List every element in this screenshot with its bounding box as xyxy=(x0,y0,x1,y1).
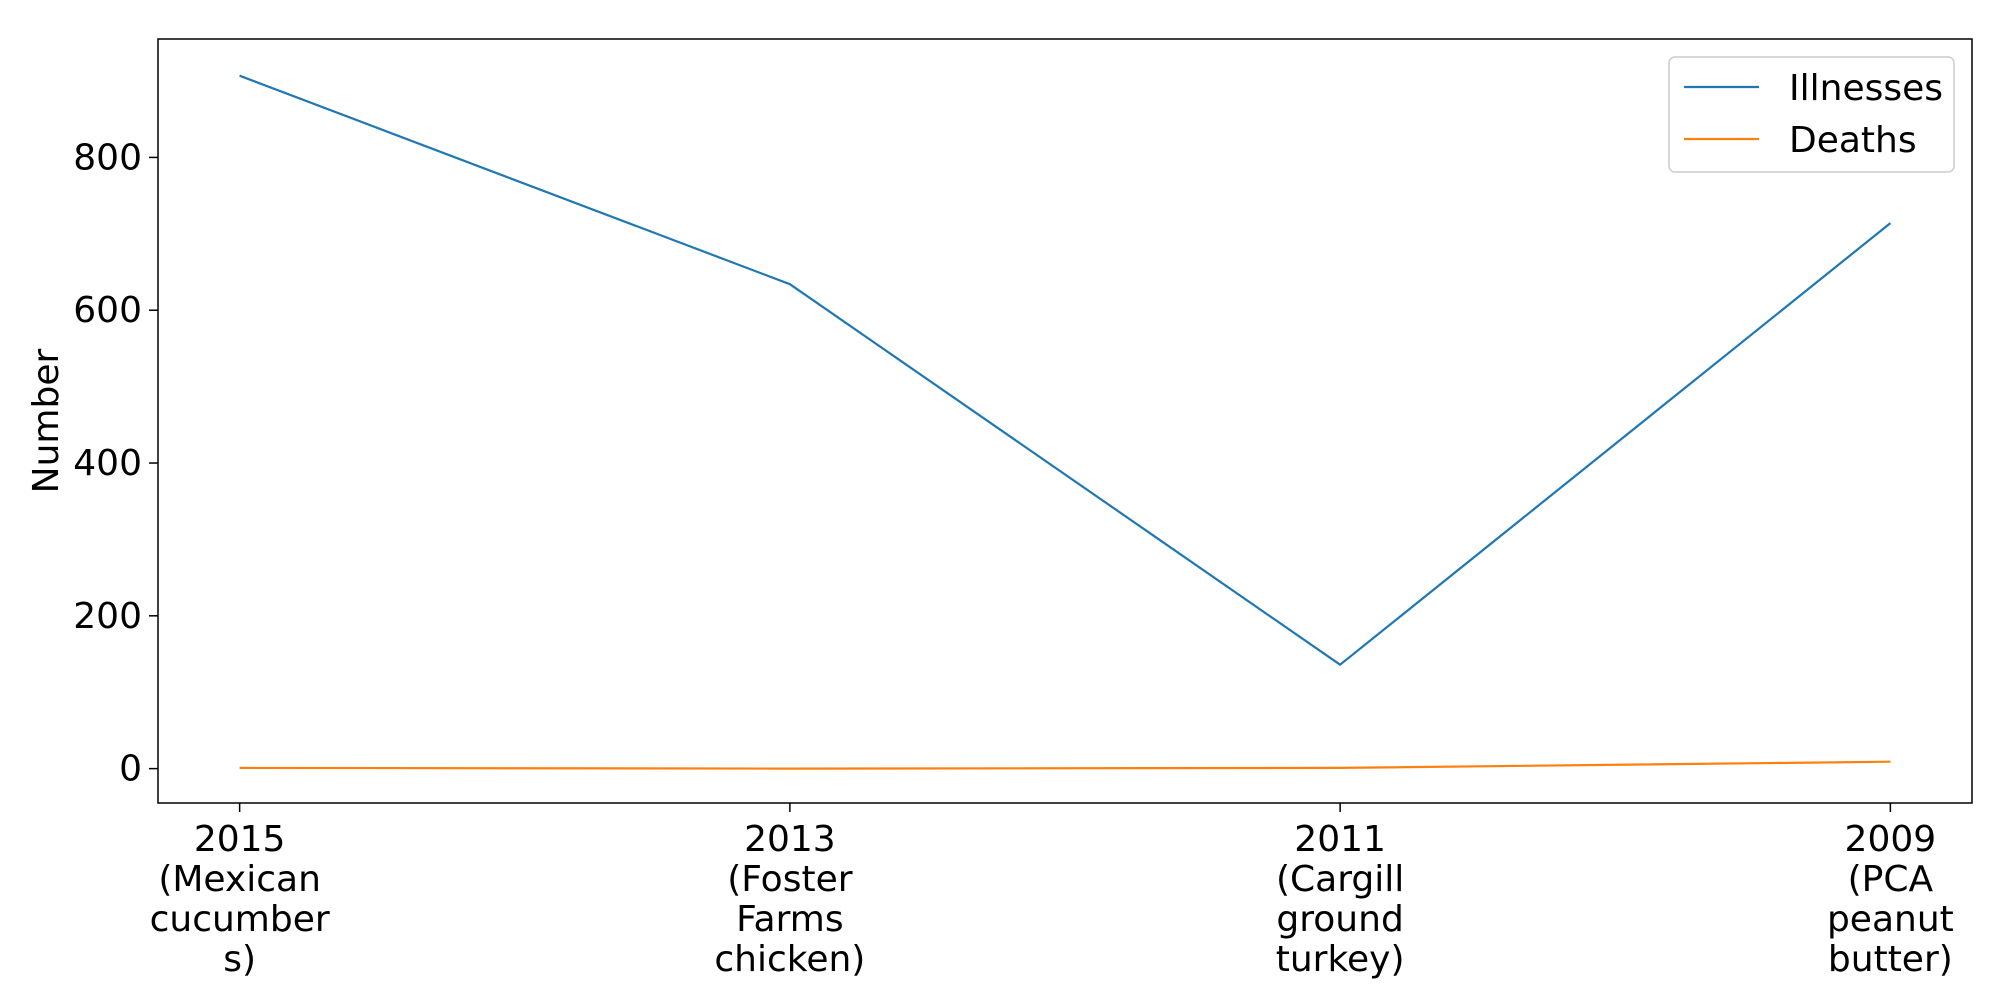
series-line-deaths xyxy=(239,760,1891,770)
x-tick-label-line: 2015 xyxy=(194,819,286,860)
legend-box xyxy=(1668,56,1955,173)
x-tick-label: 2013 (Foster Farms chicken) xyxy=(714,819,865,980)
x-tick-label-line: (Cargill xyxy=(1276,859,1404,900)
y-axis-label: Number xyxy=(26,348,67,493)
x-tick-label-line: (Mexican xyxy=(158,859,321,900)
x-tick-label: 2011 (Cargill ground turkey) xyxy=(1276,819,1405,980)
x-tick-label-line: butter) xyxy=(1828,939,1953,980)
x-tick-label-line: turkey) xyxy=(1276,939,1405,980)
x-tick-label-line: peanut xyxy=(1827,899,1954,940)
series-line-illnesses xyxy=(239,74,1892,666)
y-tick-label: 600 xyxy=(73,290,142,331)
legend: Illnesses Deaths xyxy=(1668,56,1955,173)
y-axis: 0 200 400 600 800 xyxy=(73,137,158,790)
y-tick-label: 800 xyxy=(73,137,142,178)
plot-area xyxy=(157,38,1973,804)
y-tick-label: 0 xyxy=(119,749,142,790)
y-tick-label: 200 xyxy=(73,596,142,637)
y-tick-label: 400 xyxy=(73,443,142,484)
x-tick-label-line: 2011 xyxy=(1294,819,1386,860)
x-tick-label-line: 2009 xyxy=(1845,819,1937,860)
series-layer xyxy=(239,74,1892,770)
x-tick-label-line: 2013 xyxy=(744,819,836,860)
x-tick-label-line: (PCA xyxy=(1848,859,1934,900)
x-tick-label-line: cucumber xyxy=(150,899,330,940)
x-tick-label-line: chicken) xyxy=(714,939,865,980)
x-tick-label-line: Farms xyxy=(736,899,843,940)
x-tick-label: 2009 (PCA peanut butter) xyxy=(1827,819,1954,980)
x-tick-label-line: ground xyxy=(1276,899,1403,940)
x-tick-label-line: s) xyxy=(223,939,256,980)
x-tick-label-line: (Foster xyxy=(727,859,853,900)
x-tick-label: 2015 (Mexican cucumber s) xyxy=(150,819,330,980)
x-axis: 2015 (Mexican cucumber s) 2013 (Foster Farms ch… xyxy=(150,803,1954,980)
legend-label-illnesses: Illnesses xyxy=(1789,68,1943,109)
plot-frame xyxy=(157,38,1973,804)
legend-label-deaths: Deaths xyxy=(1789,120,1917,161)
